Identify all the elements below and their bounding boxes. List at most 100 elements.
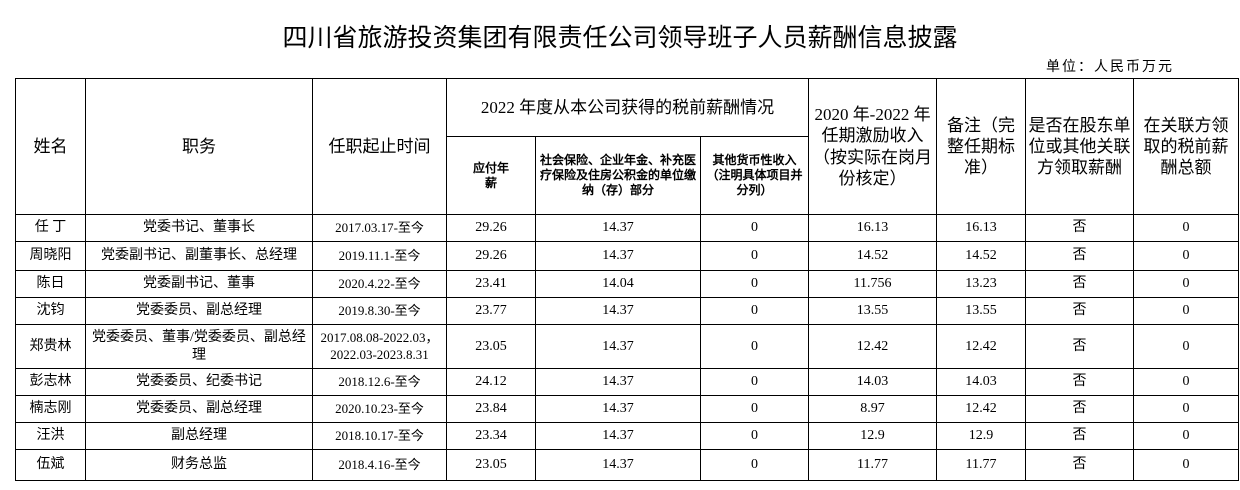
table-cell: 13.23 (936, 270, 1027, 298)
table-cell: 12.9 (808, 422, 938, 450)
table-cell: 0 (1133, 422, 1240, 450)
table-cell: 副总经理 (85, 422, 313, 450)
table-cell: 财务总监 (85, 449, 313, 481)
header-cell: 在关联方领取的税前薪酬总额 (1133, 78, 1240, 215)
header-cell: 2020 年-2022 年任期激励收入（按实际在岗月份核定） (808, 78, 938, 215)
table-cell: 12.42 (808, 324, 938, 369)
table-row: 伍斌 财务总监 2018.4.16-至今 23.05 14.37 0 11.77 11.77 否… (15, 449, 1240, 481)
table-cell: 23.05 (446, 324, 536, 369)
header-cell: 应付年薪 (446, 136, 536, 215)
table-cell: 14.03 (808, 368, 938, 396)
table-cell: 14.37 (535, 449, 701, 481)
table-cell: 2019.8.30-至今 (312, 297, 447, 325)
table-cell: 0 (1133, 297, 1240, 325)
table-row: 楠志刚 党委委员、副总经理 2020.10.23-至今 23.84 14.37 0 8.97… (15, 395, 1240, 423)
table-cell: 23.84 (446, 395, 536, 423)
table-cell: 23.77 (446, 297, 536, 325)
table-cell: 2019.11.1-至今 (312, 241, 447, 271)
table-cell: 周晓阳 (15, 241, 86, 271)
table-cell: 否 (1025, 214, 1135, 242)
table-cell: 0 (1133, 449, 1240, 481)
table-cell: 党委委员、副总经理 (85, 297, 313, 325)
table-cell: 党委书记、董事长 (85, 214, 313, 242)
table-row: 沈钧 党委委员、副总经理 2019.8.30-至今 23.77 14.37 0 13.55 1… (15, 297, 1240, 325)
table-cell: 彭志林 (15, 368, 86, 396)
header-cell: 姓名 (15, 78, 86, 215)
table-cell: 13.55 (936, 297, 1027, 325)
header-cell: 任职起止时间 (312, 78, 447, 215)
header-cell: 备注（完整任期标准） (936, 78, 1027, 215)
header-cell: 2022 年度从本公司获得的税前薪酬情况 (445, 78, 810, 137)
table-cell: 0 (1133, 270, 1240, 298)
salary-table: 姓名 职务 任职起止时间 2022 年度从本公司获得的税前薪酬情况 2020 年… (15, 78, 1240, 481)
table-row: 郑贵林 党委委员、董事/党委委员、副总经理 2017.08.08-2022.03，2… (15, 324, 1240, 369)
table-cell: 11.756 (808, 270, 938, 298)
table-cell: 11.77 (936, 449, 1027, 481)
table-cell: 12.9 (936, 422, 1027, 450)
table-cell: 伍斌 (15, 449, 86, 481)
header-cell: 社会保险、企业年金、补充医疗保险及住房公积金的单位缴纳（存）部分 (535, 136, 701, 215)
table-cell: 党委委员、副总经理 (85, 395, 313, 423)
table-cell: 14.52 (936, 241, 1027, 271)
table-cell: 0 (1133, 214, 1240, 242)
table-row: 陈日 党委副书记、董事 2020.4.22-至今 23.41 14.04 0 11.756 1… (15, 270, 1240, 298)
table-cell: 0 (699, 449, 810, 481)
table-cell: 14.37 (535, 214, 701, 242)
table-cell: 0 (699, 395, 810, 423)
table-cell: 2020.4.22-至今 (312, 270, 447, 298)
table-cell: 党委副书记、董事 (85, 270, 313, 298)
title: 四川省旅游投资集团有限责任公司领导班子人员薪酬信息披露 (282, 23, 958, 52)
table-cell: 11.77 (808, 449, 938, 481)
table-cell: 16.13 (808, 214, 938, 242)
table-cell: 否 (1025, 449, 1135, 481)
table-cell: 否 (1025, 368, 1135, 396)
table-cell: 23.41 (446, 270, 536, 298)
table-cell: 24.12 (446, 368, 536, 396)
table-cell: 0 (699, 368, 810, 396)
table-cell: 2017.08.08-2022.03，2022.03-2023.8.31 (312, 324, 447, 369)
table-cell: 0 (699, 422, 810, 450)
table-cell: 党委副书记、副董事长、总经理 (85, 241, 313, 271)
table-cell: 14.37 (535, 422, 701, 450)
table-cell: 23.05 (446, 449, 536, 481)
table-cell: 郑贵林 (15, 324, 86, 369)
table-cell: 16.13 (936, 214, 1027, 242)
table-cell: 0 (699, 214, 810, 242)
table-cell: 党委委员、纪委书记 (85, 368, 313, 396)
table-row: 彭志林 党委委员、纪委书记 2018.12.6-至今 24.12 14.37 0 14.03… (15, 368, 1240, 396)
table-cell: 2018.4.16-至今 (312, 449, 447, 481)
table-cell: 8.97 (808, 395, 938, 423)
table-cell: 汪洪 (15, 422, 86, 450)
header-cell: 其他货币性收入（注明具体项目并分列） (699, 136, 810, 215)
table-cell: 14.37 (535, 395, 701, 423)
unit-note: 单位：人民币万元 (1046, 60, 1174, 75)
table-cell: 13.55 (808, 297, 938, 325)
table-cell: 否 (1025, 324, 1135, 369)
table-cell: 12.42 (936, 395, 1027, 423)
table-cell: 任 丁 (15, 214, 86, 242)
table-cell: 14.37 (535, 368, 701, 396)
table-cell: 0 (1133, 395, 1240, 423)
table-row: 周晓阳 党委副书记、副董事长、总经理 2019.11.1-至今 29.26 14.37 0… (15, 241, 1240, 271)
table-row: 任 丁党委书记、董事长 2017.03.17-至今 29.26 14.37 0 16.13… (15, 214, 1240, 242)
table-cell: 否 (1025, 422, 1135, 450)
table-cell: 14.37 (535, 324, 701, 369)
table-cell: 0 (1133, 324, 1240, 369)
table-cell: 14.37 (535, 241, 701, 271)
table-cell: 0 (1133, 241, 1240, 271)
table-cell: 否 (1025, 395, 1135, 423)
table-cell: 14.03 (936, 368, 1027, 396)
table-cell: 0 (699, 270, 810, 298)
table-cell: 29.26 (446, 241, 536, 271)
table-cell: 否 (1025, 270, 1135, 298)
table-row: 汪洪 副总经理 2018.10.17-至今 23.34 14.37 0 12.9 12.9 否 0 (15, 422, 1240, 450)
table-cell: 2017.03.17-至今 (312, 214, 447, 242)
table-cell: 2020.10.23-至今 (312, 395, 447, 423)
table-cell: 2018.12.6-至今 (312, 368, 447, 396)
header-cell: 职务 (85, 78, 313, 215)
table-cell: 楠志刚 (15, 395, 86, 423)
table-cell: 2018.10.17-至今 (312, 422, 447, 450)
table-cell: 0 (699, 324, 810, 369)
